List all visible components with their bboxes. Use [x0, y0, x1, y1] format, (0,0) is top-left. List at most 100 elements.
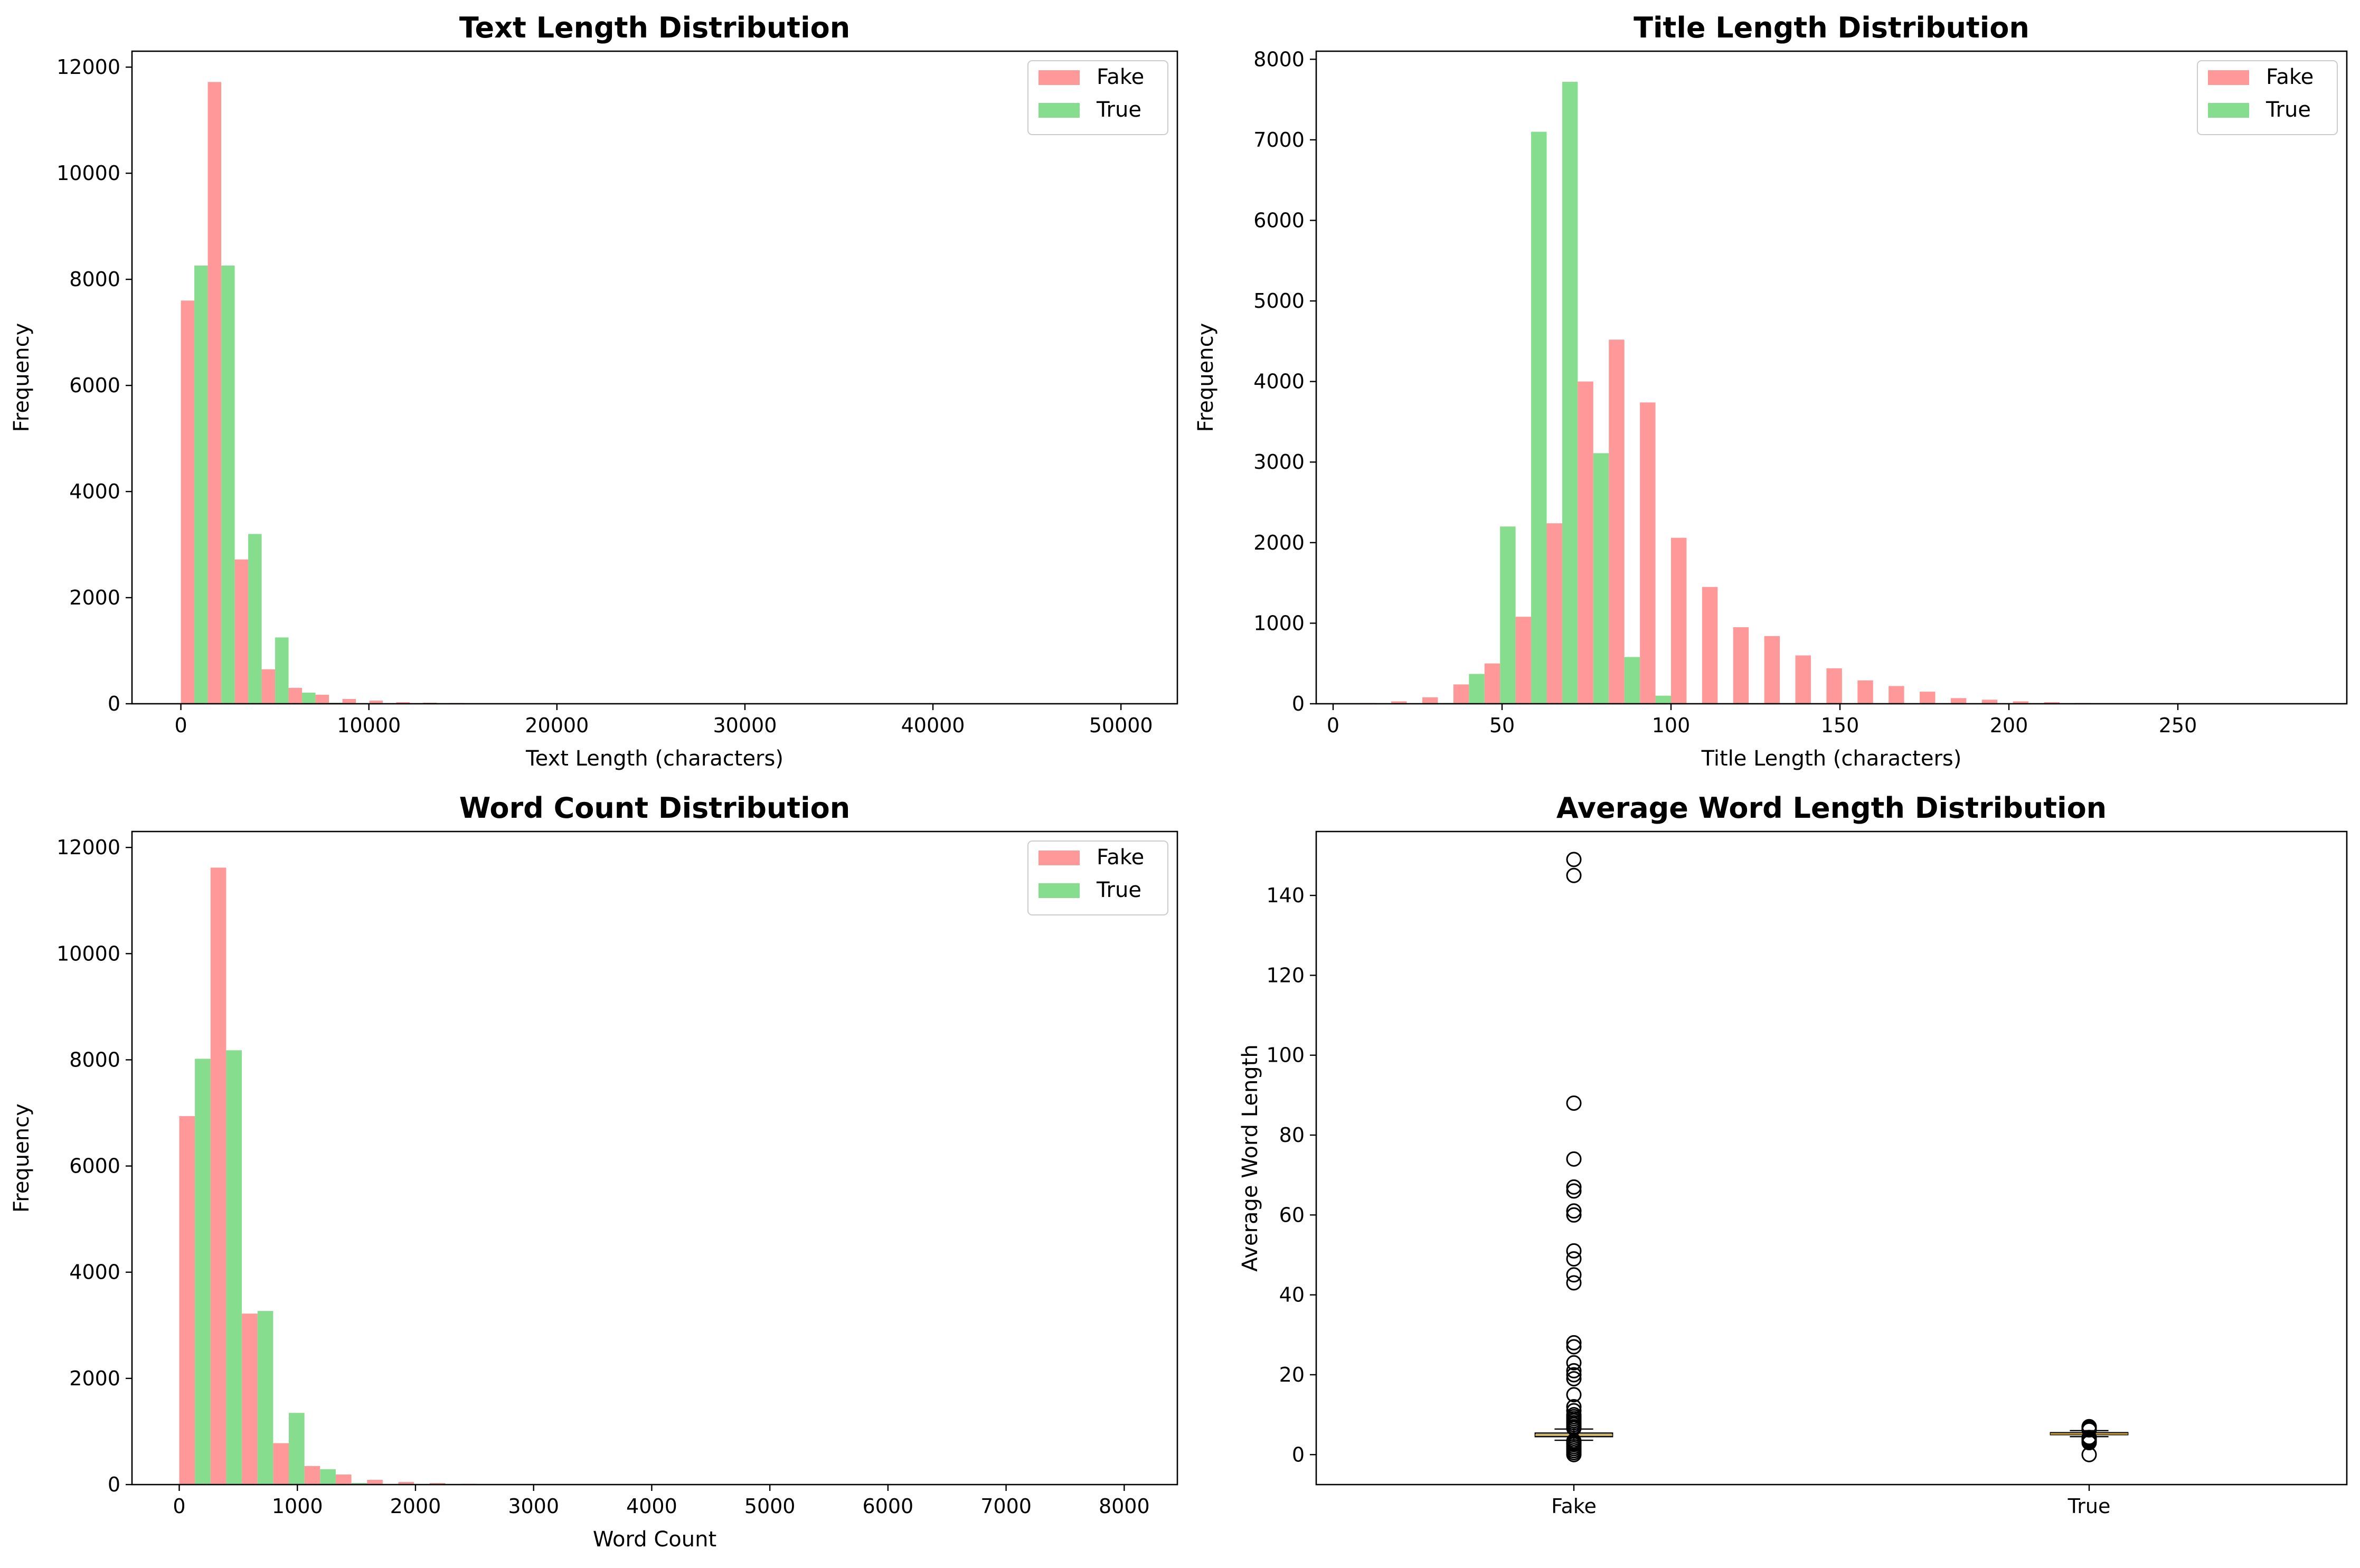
chart-panel-2: Title Length Distribution 0 50 100 150 200 250… — [1194, 11, 2348, 771]
outlier-point — [1566, 1367, 1582, 1383]
outlier-point — [1566, 1095, 1582, 1111]
bar-fake — [1981, 700, 1998, 704]
box-fake — [1534, 852, 1613, 1462]
y-tick-label: 6000 — [69, 374, 120, 397]
legend-label-true: True — [2265, 98, 2311, 122]
bar-fake — [181, 300, 195, 704]
legend-swatch-true — [1039, 883, 1080, 898]
x-tick-label: 10000 — [337, 714, 401, 737]
y-tick-label: 0 — [1292, 692, 1305, 715]
bar-true — [289, 1413, 305, 1485]
bar-fake — [1484, 663, 1500, 704]
x-tick-label: 8000 — [1099, 1495, 1150, 1518]
bar-fake — [429, 1482, 446, 1485]
bar-fake — [1515, 617, 1532, 704]
legend-swatch-true — [2208, 103, 2249, 118]
bar-fake — [304, 1466, 320, 1485]
x-tick-label: 0 — [173, 1495, 185, 1518]
outlier-point — [1566, 1447, 1582, 1462]
bar-fake — [1920, 692, 1936, 704]
outlier-point — [1566, 1251, 1582, 1267]
y-tick-label: 2000 — [1253, 531, 1305, 554]
y-tick-label: 60 — [1279, 1203, 1305, 1226]
bar-fake — [1702, 587, 1718, 704]
legend-swatch-fake — [1039, 851, 1080, 865]
bar-true — [351, 1482, 367, 1485]
legend-swatch-fake — [1039, 70, 1080, 85]
x-tick-label: 40000 — [901, 714, 965, 737]
bar-true — [1655, 695, 1671, 704]
outlier-point — [1566, 1363, 1582, 1378]
x-axis-label: Text Length (characters) — [525, 747, 783, 771]
axes-frame — [1315, 50, 2348, 705]
x-tick-label: 0 — [1327, 714, 1339, 737]
bar-true — [195, 1059, 211, 1485]
x-tick-label: 0 — [174, 714, 187, 737]
bar-fake — [398, 1481, 414, 1485]
y-tick-label: 12000 — [56, 55, 120, 79]
bar-fake — [261, 669, 276, 704]
outlier-point — [1566, 852, 1582, 867]
y-tick-label: 0 — [108, 1473, 120, 1496]
chart-title: Title Length Distribution — [1634, 11, 2029, 44]
outlier-point — [1566, 1335, 1582, 1350]
x-axis-label: Word Count — [593, 1527, 716, 1552]
x-tick-label: 7000 — [980, 1495, 1032, 1518]
y-axis-label: Average Word Length — [1238, 1044, 1262, 1271]
bar-true — [194, 265, 208, 704]
x-axis-label: Title Length (characters) — [1701, 747, 1962, 771]
x-tick-label: 4000 — [626, 1495, 677, 1518]
bar-fake — [1453, 684, 1469, 704]
y-axis-label: Frequency — [1194, 323, 1218, 432]
bar-fake — [1764, 636, 1780, 704]
bar-fake — [342, 698, 356, 704]
legend-label-true: True — [1096, 98, 1141, 122]
legend-label-true: True — [1096, 878, 1141, 902]
outlier-point — [1566, 1203, 1582, 1219]
bar-true — [248, 534, 262, 704]
y-tick-label: 0 — [1292, 1443, 1305, 1466]
bar-fake — [1391, 701, 1407, 704]
bar-fake — [210, 867, 226, 1485]
x-tick-label: True — [2068, 1495, 2111, 1518]
bar-fake — [396, 702, 410, 704]
chart-panel-4: Average Word Length Distribution Fake True… — [1238, 791, 2348, 1518]
bar-fake — [1795, 655, 1811, 704]
y-tick-label: 8000 — [69, 268, 120, 291]
bar-true — [1593, 453, 1609, 704]
bar-fake — [335, 1474, 352, 1485]
bar-true — [1562, 81, 1578, 704]
legend: Fake True — [2197, 60, 2338, 135]
bar-fake — [369, 700, 383, 704]
x-tick-label: 200 — [1990, 714, 2028, 737]
y-tick-label: 10000 — [56, 942, 120, 965]
x-tick-label: 30000 — [713, 714, 777, 737]
legend-label-fake: Fake — [2266, 65, 2314, 89]
bar-fake — [1671, 537, 1687, 704]
axes-frame — [131, 50, 1178, 705]
axes-frame — [131, 830, 1178, 1486]
x-tick-label: 50 — [1489, 714, 1515, 737]
bar-fake — [1889, 686, 1904, 704]
outlier-point — [2081, 1447, 2097, 1462]
x-tick-label: 2000 — [390, 1495, 441, 1518]
bar-true — [221, 265, 235, 704]
outlier-point — [1566, 867, 1582, 883]
x-tick-label: 3000 — [508, 1495, 559, 1518]
legend: Fake True — [1027, 60, 1168, 135]
y-axis-label: Frequency — [10, 1103, 34, 1213]
y-tick-label: 140 — [1266, 884, 1305, 907]
bar-fake — [288, 687, 303, 704]
y-tick-label: 80 — [1279, 1123, 1305, 1147]
outlier-point — [1566, 1355, 1582, 1371]
x-tick-label: 20000 — [525, 714, 589, 737]
y-tick-label: 4000 — [69, 480, 120, 503]
y-tick-label: 8000 — [69, 1048, 120, 1071]
bar-fake — [273, 1443, 289, 1485]
y-tick-label: 4000 — [69, 1261, 120, 1284]
bar-fake — [207, 82, 222, 704]
x-tick-label: Fake — [1551, 1495, 1597, 1518]
x-tick-label: 100 — [1652, 714, 1691, 737]
bar-true — [1469, 674, 1485, 704]
outlier-point — [2081, 1422, 2097, 1438]
